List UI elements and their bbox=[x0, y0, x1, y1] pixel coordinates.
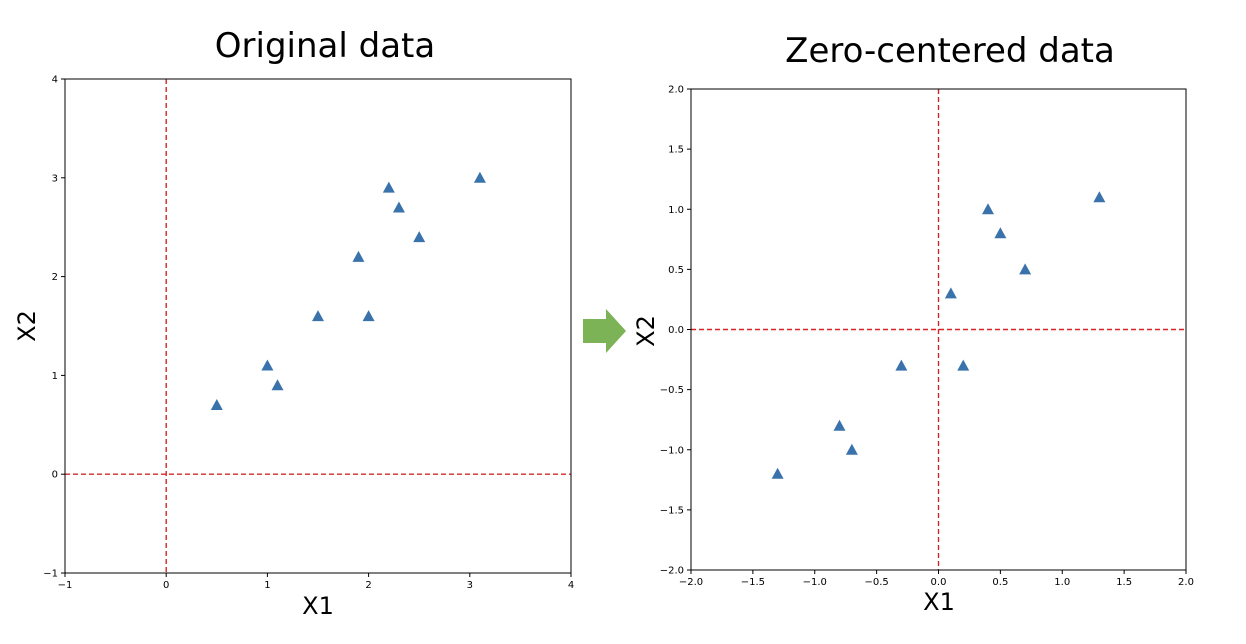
right-arrow-icon bbox=[583, 309, 626, 353]
x-tick-label: 0 bbox=[163, 580, 169, 591]
y-tick-label: −2.0 bbox=[660, 566, 684, 577]
y-axis-label-original: X2 bbox=[13, 310, 41, 342]
x-axis-label-zero-centered: X1 bbox=[923, 588, 955, 616]
plot-area-zero-centered: −2.0 −1.5 −1.0 −0.5 0.0 0.5 1.0 1.5 2.0 −2.0 −1.5 −… bbox=[660, 85, 1194, 589]
x-tick-label: 4 bbox=[568, 580, 574, 591]
data-point-triangle bbox=[271, 379, 284, 391]
y-tick-label: −1.5 bbox=[660, 505, 684, 516]
x-tick-label: 1.0 bbox=[1054, 577, 1070, 588]
data-point-triangle bbox=[982, 203, 994, 215]
x-tick-label: −1.0 bbox=[803, 577, 827, 588]
y-tick-label: 1 bbox=[52, 371, 58, 382]
y-axis-label-zero-centered: X2 bbox=[632, 315, 660, 347]
data-point-triangle bbox=[957, 359, 970, 371]
data-point-triangle bbox=[392, 201, 405, 213]
y-tick-label: 2 bbox=[52, 272, 58, 283]
data-point-triangle bbox=[845, 443, 858, 455]
data-point-triangle bbox=[210, 399, 223, 411]
chart-zero-centered: Zero-centered data −2.0 −1.5 −1.0 −0.5 0.0 0.… bbox=[632, 31, 1194, 616]
x-tick-label: −1.5 bbox=[741, 577, 765, 588]
data-point-triangle bbox=[1019, 263, 1032, 275]
x-tick-label: −2.0 bbox=[679, 577, 703, 588]
x-tick-label: 1.5 bbox=[1116, 577, 1132, 588]
x-tick-label: 2 bbox=[365, 580, 371, 591]
data-point-triangle bbox=[352, 250, 365, 262]
chart-title-original: Original data bbox=[215, 26, 435, 66]
x-tick-label: 0.0 bbox=[931, 577, 947, 588]
y-tick-label: −1.0 bbox=[660, 445, 684, 456]
chart-original: Original data −1 0 1 2 3 4 −1 0 1 2 3 4 X1 X2 bbox=[13, 26, 574, 620]
y-tick-label: 0.5 bbox=[668, 265, 684, 276]
data-point-triangle bbox=[382, 181, 395, 193]
chart-title-zero-centered: Zero-centered data bbox=[785, 31, 1115, 71]
y-tick-label: 3 bbox=[52, 173, 58, 184]
data-point-triangle bbox=[312, 310, 324, 322]
plot-frame bbox=[64, 78, 572, 574]
data-point-triangle bbox=[261, 359, 274, 371]
data-point-triangle bbox=[895, 359, 908, 371]
y-tick-label: 2.0 bbox=[668, 85, 684, 96]
x-tick-label: 1 bbox=[264, 580, 270, 591]
y-tick-label: 4 bbox=[52, 75, 58, 86]
data-point-triangle bbox=[771, 467, 784, 479]
x-tick-label: 0.5 bbox=[992, 577, 1008, 588]
y-tick-label: 1.5 bbox=[668, 145, 684, 156]
y-tick-label: 1.0 bbox=[668, 205, 684, 216]
data-point-triangle bbox=[1093, 191, 1106, 203]
y-tick-label: 0 bbox=[52, 470, 58, 481]
y-tick-label: 0.0 bbox=[668, 325, 684, 336]
data-point-triangle bbox=[473, 171, 486, 183]
data-point-triangle bbox=[413, 231, 426, 243]
x-tick-label: −0.5 bbox=[864, 577, 888, 588]
y-tick-label: −0.5 bbox=[660, 385, 684, 396]
data-point-triangle bbox=[833, 419, 846, 431]
data-point-triangle bbox=[994, 227, 1007, 239]
data-point-triangle bbox=[944, 287, 957, 299]
y-tick-label: −1 bbox=[43, 569, 58, 580]
x-tick-label: 2.0 bbox=[1178, 577, 1194, 588]
x-tick-label: −1 bbox=[58, 580, 73, 591]
x-tick-label: 3 bbox=[467, 580, 473, 591]
x-axis-label-original: X1 bbox=[302, 592, 334, 620]
data-point-triangle bbox=[362, 310, 375, 322]
plot-area-original: −1 0 1 2 3 4 −1 0 1 2 3 4 bbox=[43, 75, 574, 592]
